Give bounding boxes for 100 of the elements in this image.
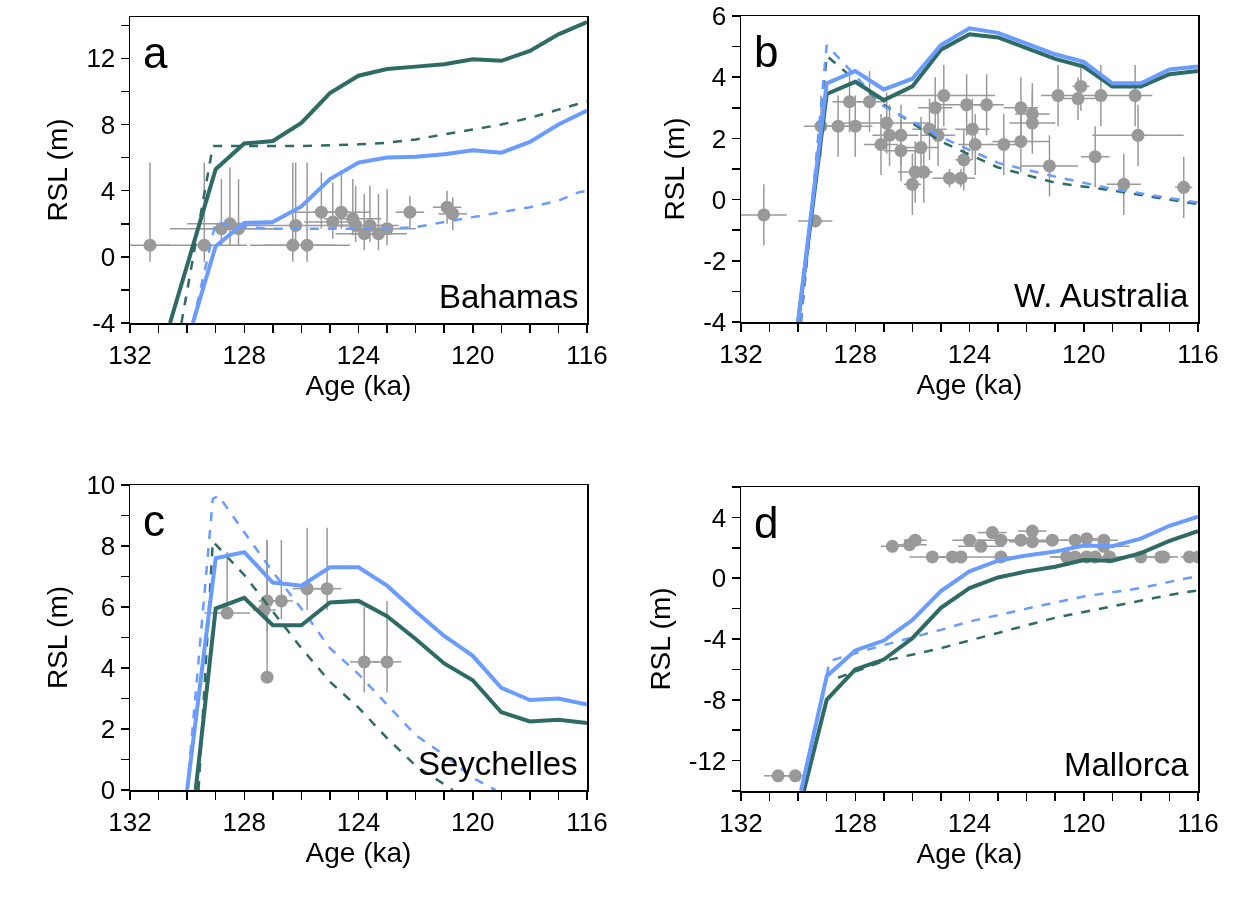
point (843, 95, 857, 109)
y-tick-label: -2 (703, 245, 727, 276)
point (1025, 116, 1039, 130)
point (831, 119, 845, 133)
y-tick-label: 2 (100, 714, 116, 745)
point (334, 205, 348, 219)
x-tick-label: 124 (336, 339, 381, 370)
x-tick-label: 120 (451, 339, 495, 370)
point (974, 539, 988, 553)
point (914, 141, 928, 155)
point (314, 205, 328, 219)
point (1080, 532, 1094, 546)
point (380, 655, 394, 669)
annotation: Mallorca (1064, 746, 1190, 783)
x-tick-label: 116 (1177, 807, 1219, 838)
x-tick-label: 132 (719, 338, 763, 369)
point (1045, 533, 1059, 547)
annotation: Seychelles (418, 745, 578, 782)
x-tick-label: 120 (451, 806, 495, 837)
annotation: c (143, 496, 165, 545)
point (1177, 180, 1191, 194)
point (954, 550, 968, 564)
point (1051, 89, 1065, 103)
point (894, 128, 908, 142)
point (883, 128, 897, 142)
annotation: d (754, 498, 779, 547)
point (1094, 89, 1108, 103)
y-tick-label: -4 (703, 307, 727, 338)
point (1071, 92, 1085, 106)
point (788, 769, 802, 783)
point (274, 594, 288, 608)
x-tick-label: 132 (719, 807, 763, 838)
point (757, 208, 771, 222)
point (963, 533, 976, 547)
x-tick-label: 124 (336, 806, 381, 837)
x-tick-label: 116 (1177, 338, 1219, 369)
point (880, 116, 894, 130)
y-tick-label: 6 (100, 592, 116, 623)
point (1128, 89, 1142, 103)
point (943, 171, 957, 185)
point (985, 526, 999, 540)
point (894, 144, 908, 158)
x-axis-title: Age (ka) (305, 369, 412, 401)
point (968, 138, 982, 152)
x-tick-label: 116 (566, 806, 608, 837)
point (1014, 101, 1028, 115)
point (300, 238, 314, 252)
y-tick-label: 8 (100, 109, 116, 140)
x-tick-label: 124 (947, 338, 992, 369)
y-tick-label: 6 (711, 1, 727, 32)
y-tick-label: 4 (711, 62, 727, 93)
point (1025, 535, 1039, 549)
y-axis-title: RSL (m) (644, 587, 676, 691)
y-tick-label: 0 (711, 563, 727, 594)
x-tick-label: 132 (108, 806, 152, 837)
point (885, 539, 899, 553)
y-tick-label: 0 (711, 184, 727, 215)
y-tick-label: 8 (100, 531, 116, 562)
x-tick-label: 128 (833, 807, 877, 838)
point (965, 122, 979, 136)
y-axis-title: RSL (m) (42, 585, 74, 690)
point (1014, 134, 1028, 148)
point (848, 119, 862, 133)
point (994, 533, 1008, 547)
point (1074, 79, 1088, 93)
point (937, 89, 951, 103)
point (143, 238, 157, 252)
point (260, 670, 274, 684)
x-axis-title: Age (ka) (916, 368, 1023, 400)
x-tick-label: 124 (947, 807, 992, 838)
point (874, 138, 888, 152)
point (960, 98, 974, 112)
point (357, 655, 371, 669)
x-axis-title: Age (ka) (305, 836, 412, 868)
annotation: W. Australia (1014, 277, 1189, 314)
annotation: a (143, 28, 168, 77)
x-tick-label: 128 (833, 338, 877, 369)
point (403, 205, 417, 219)
y-tick-label: -4 (92, 308, 116, 339)
y-tick-label: 12 (86, 43, 116, 74)
annotation: Bahamas (439, 278, 579, 315)
point (446, 207, 460, 221)
annotation: b (754, 27, 779, 76)
point (1014, 533, 1028, 547)
point (286, 238, 300, 252)
x-tick-label: 116 (566, 339, 608, 370)
y-tick-label: 10 (86, 470, 116, 501)
point (1131, 128, 1145, 142)
point (908, 533, 922, 547)
y-tick-label: 2 (711, 123, 727, 154)
y-tick-label: -12 (688, 745, 727, 776)
y-axis-title: RSL (m) (42, 118, 74, 222)
point (997, 138, 1011, 152)
point (197, 238, 211, 252)
point (771, 769, 785, 783)
point (928, 101, 942, 115)
x-tick-label: 120 (1062, 338, 1106, 369)
point (980, 98, 994, 112)
y-tick-label: 4 (711, 502, 727, 533)
x-tick-label: 120 (1062, 807, 1106, 838)
